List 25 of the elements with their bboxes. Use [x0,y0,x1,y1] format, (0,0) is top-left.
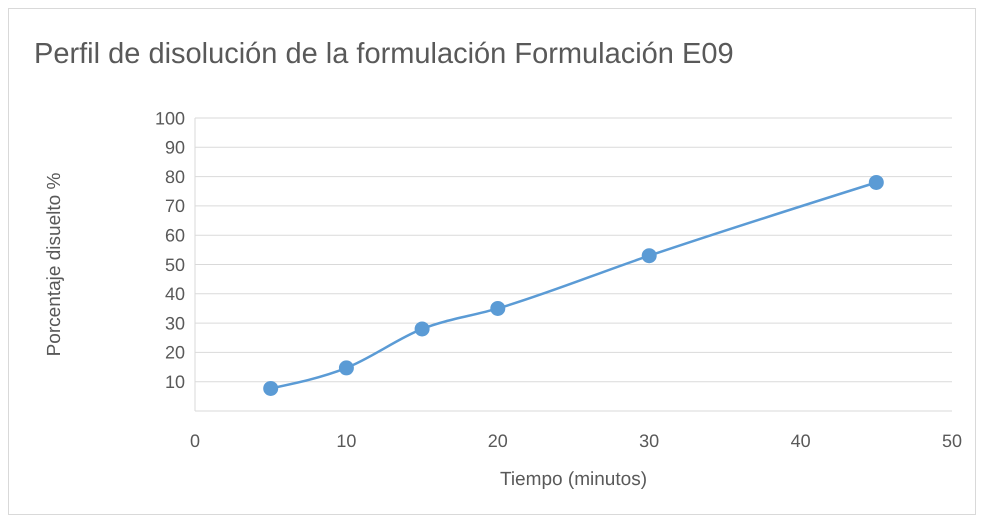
x-axis-title: Tiempo (minutos) [500,469,648,490]
y-tick-label: 10 [164,372,185,392]
y-tick-label: 20 [164,342,185,363]
y-tick-label: 70 [164,196,185,216]
y-axis-title: Porcentaje disuelto % [44,172,65,356]
y-tick-label: 90 [164,138,185,158]
x-tick-label: 50 [942,431,962,451]
y-tick-label: 40 [164,284,185,304]
point [490,300,506,316]
point [414,321,430,336]
point [868,174,884,190]
x-tick-label: 0 [190,431,200,451]
x-tick-label: 10 [336,431,356,451]
y-tick-label: 50 [164,254,185,275]
x-tick-label: 20 [488,431,508,451]
y-tick-label: 30 [164,313,185,334]
chart-title: Perfil de disolución de la formulación Formulación E09 [34,38,734,70]
x-tick-label: 30 [639,431,660,451]
y-tick-label: 60 [164,226,185,246]
point [263,380,278,396]
y-tick-label: 80 [164,166,185,187]
point [338,360,354,376]
y-tick-label: 100 [154,108,185,128]
point [642,248,657,264]
x-tick-label: 40 [790,431,811,451]
